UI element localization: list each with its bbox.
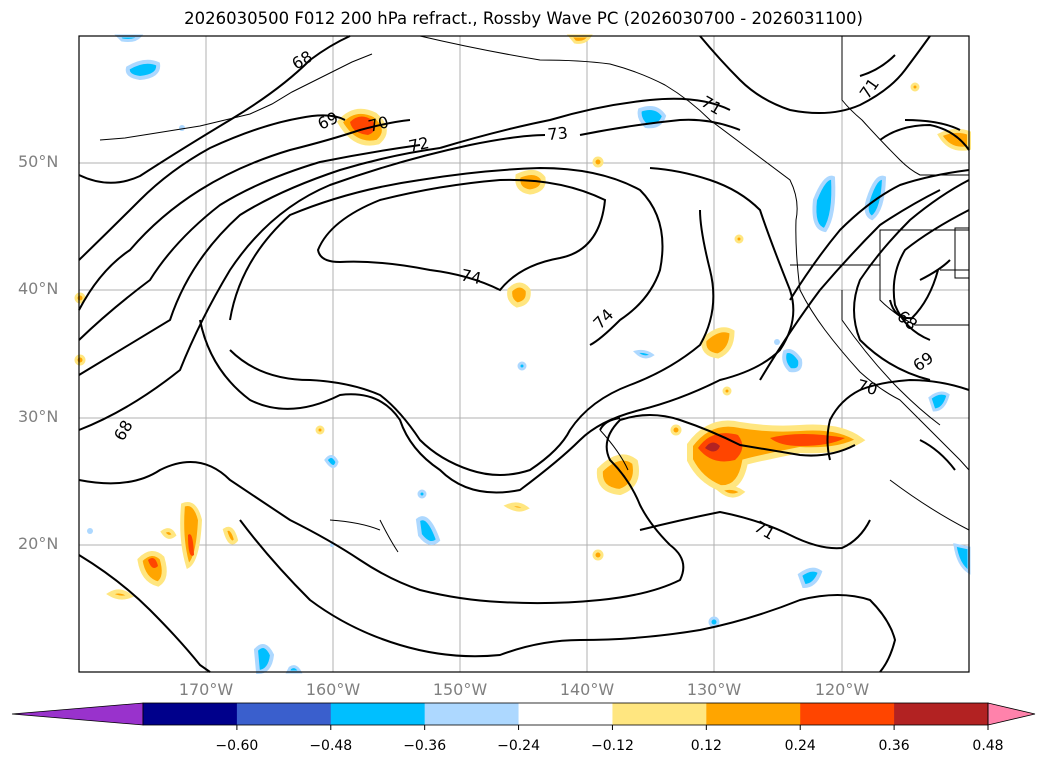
lat-label-40n: 40°N — [18, 279, 59, 298]
map-border — [78, 35, 970, 673]
gridlines — [79, 36, 969, 672]
colorbar-tick-label: −0.48 — [309, 738, 353, 754]
colorbar-segment — [706, 703, 801, 725]
contours — [78, 35, 970, 673]
contour-label: 72 — [407, 133, 431, 156]
contour-label: 70 — [366, 112, 391, 136]
contour-label: 74 — [459, 265, 483, 288]
colorbar-tick-label: −0.24 — [497, 738, 540, 754]
lon-label-150w: 150°W — [432, 680, 488, 699]
lon-label-170w: 170°W — [178, 680, 234, 699]
colorbar-segment — [612, 703, 707, 725]
map-title: 2026030500 F012 200 hPa refract., Rossby… — [184, 9, 863, 28]
map-background — [79, 36, 969, 672]
colorbar-segment — [894, 703, 989, 725]
colorbar-segment — [330, 703, 426, 725]
lon-label-130w: 130°W — [686, 680, 742, 699]
colorbar-tick-label: −0.60 — [215, 738, 259, 754]
colorbar-segment — [424, 703, 520, 725]
shaded-anomalies — [74, 34, 971, 675]
lon-label-120w: 120°W — [814, 680, 870, 699]
colorbar-tick-label: 0.48 — [972, 738, 1004, 754]
colorbar-tick-label: 0.12 — [690, 738, 722, 754]
colorbar-segment — [518, 703, 613, 725]
lon-label-140w: 140°W — [559, 680, 615, 699]
colorbar-tick-label: 0.36 — [878, 738, 910, 754]
colorbar-extend-min — [11, 702, 144, 726]
lat-label-20n: 20°N — [18, 534, 59, 553]
colorbar — [11, 702, 1036, 730]
colorbar-segment — [236, 703, 332, 725]
colorbar-tick-label: −0.36 — [403, 738, 447, 754]
colorbar-segment — [800, 703, 895, 725]
colorbar-segment — [143, 703, 238, 725]
lon-label-160w: 160°W — [305, 680, 361, 699]
contour-label: 70 — [855, 376, 880, 400]
colorbar-tick-label: −0.12 — [590, 738, 634, 754]
contour-label: 73 — [547, 123, 569, 144]
lat-label-50n: 50°N — [18, 152, 59, 171]
lat-label-30n: 30°N — [18, 407, 59, 426]
colorbar-tick-label: 0.24 — [784, 738, 816, 754]
colorbar-frame — [142, 702, 989, 726]
colorbar-extend-max — [987, 702, 1036, 726]
